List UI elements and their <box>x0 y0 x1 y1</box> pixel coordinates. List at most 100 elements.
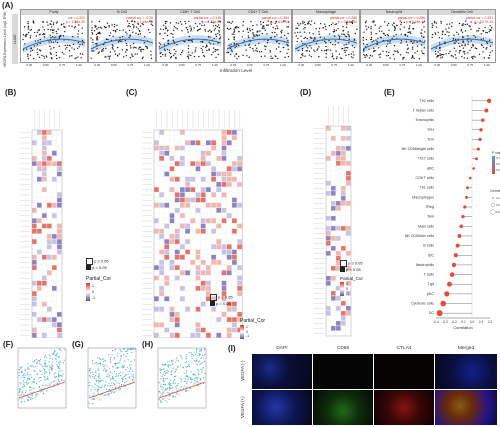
heat-cell <box>205 311 211 317</box>
heat-cell <box>345 180 351 186</box>
heat-cell <box>185 171 191 177</box>
scatter-point <box>378 27 381 29</box>
panel-a-subplot-title: Purity <box>21 10 87 15</box>
scatter-point <box>490 27 493 29</box>
heat-cell <box>164 140 170 146</box>
scatter-point <box>373 20 375 22</box>
scatter-point <box>159 33 161 35</box>
scatter-point <box>40 363 42 366</box>
scatter-point <box>438 46 441 49</box>
scatter-point <box>185 372 188 374</box>
heat-cell <box>340 215 346 221</box>
heat-cell <box>335 215 341 221</box>
scatter-point <box>18 391 20 394</box>
heat-cell <box>221 135 227 141</box>
scatter-point <box>126 350 128 353</box>
scatter-point <box>190 378 192 380</box>
heat-cell <box>179 228 185 234</box>
heat-cell <box>56 145 62 151</box>
heat-cell <box>237 166 243 172</box>
scatter-point <box>197 382 199 384</box>
heat-cell <box>340 205 346 211</box>
scatter-point <box>203 358 205 360</box>
heat-cell <box>169 176 175 182</box>
scatter-point <box>209 29 211 31</box>
heat-cell <box>211 327 217 333</box>
scatter-point <box>200 379 202 381</box>
heat-cell <box>51 135 57 141</box>
scatter-point <box>91 385 93 387</box>
heat-cell <box>335 240 341 246</box>
scatter-point <box>128 24 130 27</box>
scatter-point <box>215 24 217 27</box>
heat-cell <box>51 285 57 291</box>
scatter-point <box>26 379 29 381</box>
heat-cell <box>169 270 175 276</box>
scatter-point <box>31 381 33 383</box>
scatter-point <box>433 22 436 24</box>
scatter-point <box>46 390 48 392</box>
heat-cell <box>200 228 206 234</box>
heat-cell <box>330 210 336 216</box>
scatter-point <box>118 372 120 375</box>
heat-cell <box>226 254 232 260</box>
scatter-point <box>332 22 334 24</box>
scatter-point <box>44 362 46 365</box>
heat-cell <box>195 327 201 333</box>
heat-cell <box>190 317 196 323</box>
heat-cell <box>205 223 211 229</box>
scatter-point <box>159 400 161 402</box>
scatter-point <box>48 354 50 356</box>
scatter-point <box>139 49 142 51</box>
heat-cell <box>325 245 331 251</box>
scatter-plot <box>90 20 154 60</box>
scatter-point <box>333 57 335 60</box>
scatter-point <box>274 35 276 38</box>
scatter-point <box>458 22 461 25</box>
scatter-point <box>111 353 113 356</box>
heat-cell <box>185 161 191 167</box>
scatter-point <box>274 28 277 30</box>
scatter-point <box>102 43 105 46</box>
scatter-point <box>125 355 127 357</box>
scatter-point <box>256 31 258 33</box>
scatter-point <box>270 36 272 39</box>
heat-cell <box>185 181 191 187</box>
scatter-point <box>119 348 121 351</box>
scatter-point <box>132 374 134 376</box>
heat-cell <box>41 306 47 312</box>
heat-cell <box>56 244 62 250</box>
heat-cell <box>153 311 159 317</box>
scatter-point <box>96 39 98 41</box>
heat-cell <box>200 327 206 333</box>
scatter-point <box>287 39 289 42</box>
heat-cell <box>51 213 57 219</box>
heat-cell <box>56 301 62 307</box>
heat-cell <box>31 187 37 193</box>
heat-cell <box>237 265 243 271</box>
img-ctla4-pos <box>374 390 434 425</box>
heat-cell <box>41 161 47 167</box>
scatter-point <box>24 384 26 386</box>
heat-cell <box>46 228 52 234</box>
scatter-point <box>380 37 383 39</box>
lollipop-dot <box>466 186 469 190</box>
scatter-point <box>129 45 132 47</box>
scatter-point <box>201 369 203 371</box>
scatter-point <box>60 349 62 352</box>
heat-cell <box>345 140 351 146</box>
scatter-point <box>29 365 31 367</box>
scatter-point <box>34 370 36 372</box>
heat-cell <box>195 239 201 245</box>
panel-a-subplot: Macrophage partial.cor = 0.286 p = 2.84e-1… <box>292 9 360 67</box>
scatter-point <box>201 24 203 27</box>
scatter-point <box>107 385 109 387</box>
heat-cell <box>330 205 336 211</box>
heat-cell <box>31 301 37 307</box>
heat-cell <box>31 145 37 151</box>
scatter-point <box>176 359 178 361</box>
heat-cell <box>345 150 351 156</box>
scatter-point <box>44 354 46 356</box>
scatter-point <box>297 22 299 25</box>
scatter-point <box>137 28 139 30</box>
